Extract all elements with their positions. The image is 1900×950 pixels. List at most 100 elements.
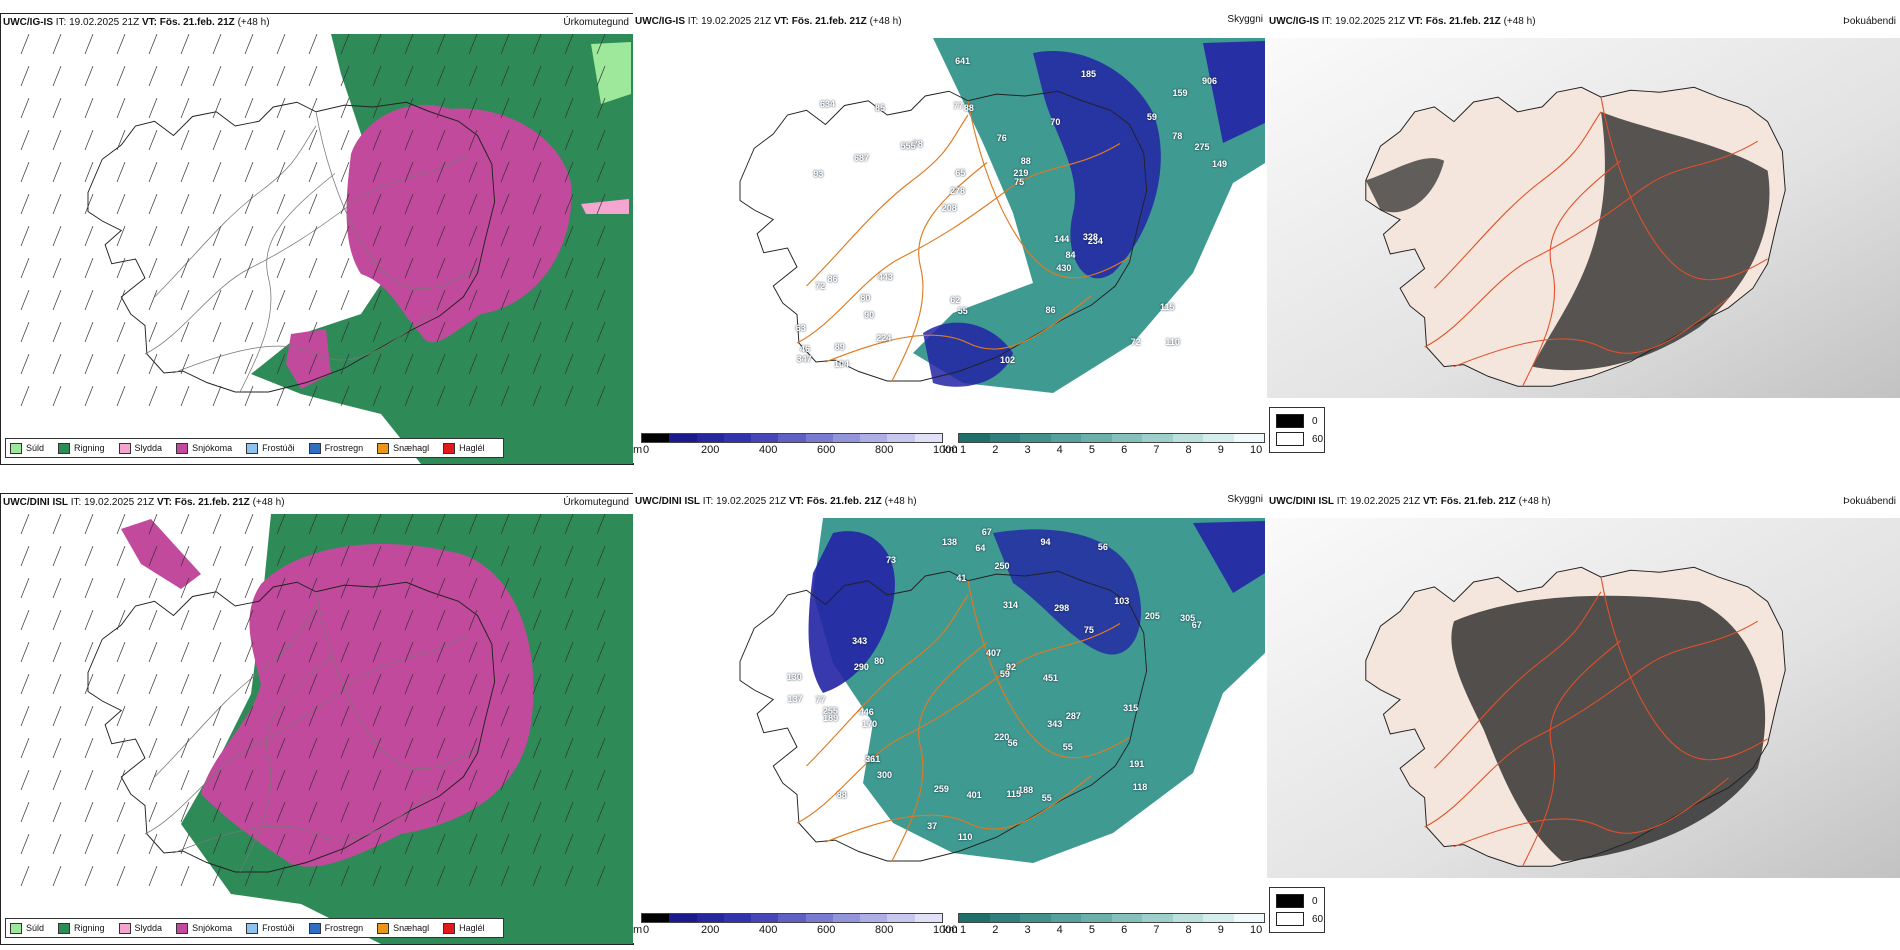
wind-barb [596, 353, 606, 375]
wind-barb [564, 161, 574, 183]
cloud-base-label: 67 [1191, 620, 1202, 631]
wind-barb [404, 385, 414, 407]
wind-barb [52, 801, 62, 823]
wind-barb [308, 801, 318, 823]
wind-barb [468, 705, 478, 727]
visibility-tick-label: 5 [1088, 444, 1095, 456]
wind-barb [52, 545, 62, 567]
wind-barb [340, 193, 350, 215]
wind-barb [20, 673, 30, 695]
visibility-tick-label: 2 [992, 444, 999, 456]
wind-barb [244, 225, 254, 247]
cloud-panel-row2: 88 56 73 103 56 80 170 211 205 75 77 67 55 59 110 138 11… [633, 493, 1265, 943]
wind-barb [340, 833, 350, 855]
wind-barb [500, 129, 510, 151]
wind-barb [116, 225, 126, 247]
panel-header: UWC/IG-IS IT: 19.02.2025 21Z VT: Fös. 21… [3, 17, 270, 28]
wind-barb [116, 641, 126, 663]
wind-barb [436, 385, 446, 407]
wind-barb [308, 513, 318, 535]
cloud-base-label: 211 [865, 753, 881, 764]
wind-barb [500, 289, 510, 311]
wind-barb [340, 65, 350, 87]
wind-barb [500, 513, 510, 535]
wind-barb [116, 353, 126, 375]
wind-barb [564, 289, 574, 311]
wind-barb [212, 257, 222, 279]
wind-barb [500, 97, 510, 119]
wind-barb [212, 833, 222, 855]
wind-barb [276, 609, 286, 631]
legend-swatch [308, 922, 321, 934]
wind-barb [564, 833, 574, 855]
sleet-area [581, 199, 629, 214]
wind-barb [436, 161, 446, 183]
cloud-base-label: 55 [957, 306, 968, 317]
wind-barb [116, 673, 126, 695]
legend-item-freezing-drizzle: Frostúði [246, 922, 295, 934]
wind-barb [212, 737, 222, 759]
wind-barb [52, 865, 62, 887]
panel-header: UWC/DINI ISL IT: 19.02.2025 21Z VT: Fös.… [3, 497, 285, 508]
wind-barb [180, 97, 190, 119]
wind-barb [468, 353, 478, 375]
wind-barb [276, 769, 286, 791]
cloud-base-label: 94 [1040, 536, 1051, 547]
panel-title-fog: Þokuábendi [1843, 496, 1896, 507]
wind-barb [148, 65, 158, 87]
wind-barb [244, 801, 254, 823]
visibility-tick-label: 6 [1121, 444, 1128, 456]
legend-swatch [118, 442, 131, 454]
wind-barb [244, 65, 254, 87]
wind-barb [372, 513, 382, 535]
wind-barb [404, 641, 414, 663]
wind-barb [500, 737, 510, 759]
wind-barb [340, 513, 350, 535]
wind-barb [532, 833, 542, 855]
cloud-base-label: 290 [853, 661, 869, 672]
panel-title-cloud: Skyggni [1227, 494, 1263, 505]
legend-item-hail: Haglél [443, 922, 485, 934]
wind-barb [244, 673, 254, 695]
cloud-base-label: 77 [953, 101, 964, 112]
visibility-unit: km [943, 444, 958, 456]
wind-barb [116, 129, 126, 151]
wind-barb [564, 513, 574, 535]
wind-barb [500, 609, 510, 631]
wind-barb [276, 257, 286, 279]
legend-swatch [246, 442, 259, 454]
wind-barb [372, 129, 382, 151]
cloud-base-label: 63 [795, 323, 806, 334]
cloud-base-label: 93 [813, 169, 824, 180]
wind-barb [308, 545, 318, 567]
wind-barb [116, 193, 126, 215]
wind-barb [468, 769, 478, 791]
visibility-tick-label: 9 [1217, 444, 1224, 456]
wind-barb [596, 801, 606, 823]
wind-barb [308, 609, 318, 631]
wind-barb [532, 97, 542, 119]
wind-barb [372, 193, 382, 215]
wind-barb [532, 641, 542, 663]
fog-index-map [1267, 13, 1900, 433]
legend-swatch [176, 922, 189, 934]
wind-barb [308, 385, 318, 407]
wind-barb [436, 289, 446, 311]
panel-header: UWC/DINI ISL IT: 19.02.2025 21Z VT: Fös.… [1269, 496, 1551, 507]
precip-panel-row2: UWC/DINI ISL IT: 19.02.2025 21Z VT: Fös.… [0, 493, 634, 945]
wind-barb [564, 577, 574, 599]
precip-panel-row1: UWC/IG-IS IT: 19.02.2025 21Z VT: Fös. 21… [0, 13, 634, 465]
wind-barb [212, 193, 222, 215]
ceiling-area-north [993, 529, 1142, 655]
wind-barb [532, 577, 542, 599]
wind-barb [212, 801, 222, 823]
wind-barb [436, 801, 446, 823]
wind-barb [404, 705, 414, 727]
cloud-base-label: 85 [875, 102, 886, 113]
wind-barb [84, 129, 94, 151]
wind-barb [212, 97, 222, 119]
wind-barb [404, 545, 414, 567]
legend-item-drizzle: Súld [10, 442, 44, 454]
wind-barb [372, 385, 382, 407]
visibility-tick-label: 8 [1185, 924, 1192, 936]
